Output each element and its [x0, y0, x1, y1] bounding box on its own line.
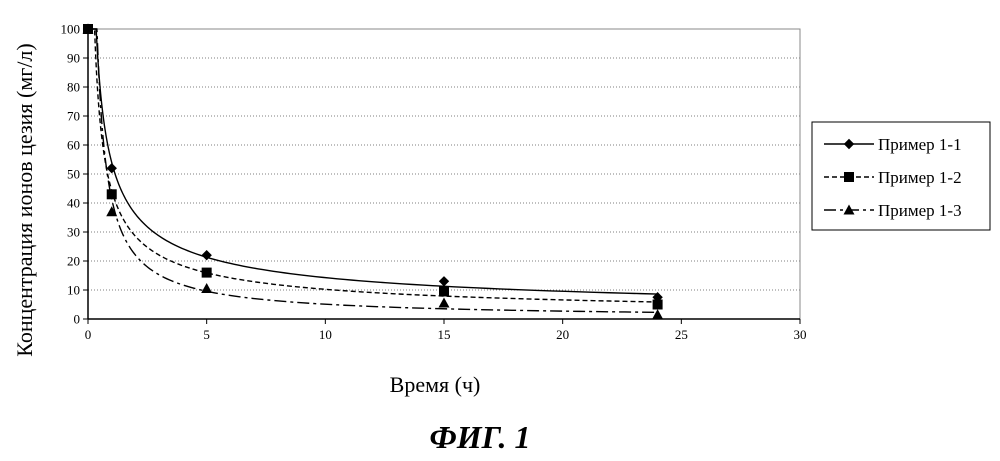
x-axis-label: Время (ч) [390, 372, 481, 397]
series-line-3 [88, 29, 658, 312]
data-point-series-2 [653, 300, 663, 310]
y-tick-label: 70 [67, 109, 80, 124]
data-point-series-2 [439, 286, 449, 296]
x-tick-label: 30 [794, 327, 807, 342]
y-tick-label: 20 [67, 254, 80, 269]
y-tick-label: 50 [67, 167, 80, 182]
data-point-series-2 [202, 268, 212, 278]
data-point-series-3 [652, 309, 663, 319]
legend-marker-2 [844, 172, 854, 182]
x-tick-label: 25 [675, 327, 688, 342]
x-tick-label: 20 [556, 327, 569, 342]
figure-caption: ФИГ. 1 [429, 419, 530, 455]
series-line-1 [88, 29, 658, 294]
series-line-2 [88, 29, 658, 302]
tick-labels: 0 10 20 30 40 50 60 70 80 90 100 0 5 10 15 20 25 30 [61, 22, 807, 343]
y-tick-label: 30 [67, 225, 80, 240]
y-tick-label: 80 [67, 80, 80, 95]
legend-label-2: Пример 1-2 [878, 168, 962, 187]
legend: Пример 1-1 Пример 1-2 Пример 1-3 [812, 122, 990, 230]
y-tick-label: 100 [61, 22, 81, 37]
data-point-series-1 [439, 276, 449, 286]
y-tick-label: 60 [67, 138, 80, 153]
x-tick-label: 10 [319, 327, 332, 342]
x-tick-label: 5 [203, 327, 210, 342]
y-tick-label: 10 [67, 283, 80, 298]
data-point-series-1 [107, 163, 117, 173]
x-tick-label: 0 [85, 327, 92, 342]
plot-area [88, 29, 800, 319]
data-point-series-3 [201, 283, 212, 293]
data-point-series-3 [439, 298, 450, 308]
gridlines [88, 29, 800, 290]
y-axis-label: Концентрация ионов цезия (мг/л) [12, 43, 37, 357]
series-curves [88, 29, 658, 312]
x-tick-label: 15 [438, 327, 451, 342]
y-tick-label: 90 [67, 51, 80, 66]
legend-label-3: Пример 1-3 [878, 201, 962, 220]
y-tick-label: 0 [74, 312, 81, 327]
series-markers [83, 24, 664, 320]
data-point-series-2 [107, 189, 117, 199]
legend-label-1: Пример 1-1 [878, 135, 962, 154]
y-tick-label: 40 [67, 196, 80, 211]
data-point-series-3 [106, 206, 117, 216]
